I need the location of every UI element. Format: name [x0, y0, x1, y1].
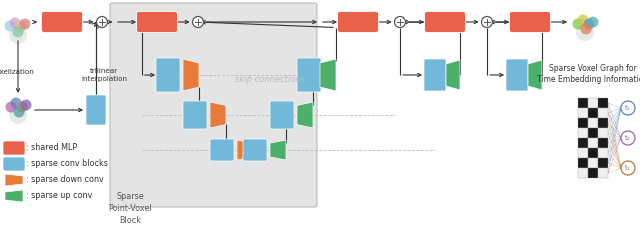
Polygon shape	[528, 60, 542, 90]
Circle shape	[15, 20, 26, 32]
Bar	[598, 138, 608, 148]
FancyBboxPatch shape	[3, 157, 25, 171]
Circle shape	[481, 17, 493, 27]
Circle shape	[10, 98, 22, 109]
Circle shape	[193, 17, 204, 27]
FancyBboxPatch shape	[424, 12, 465, 32]
FancyBboxPatch shape	[337, 12, 378, 32]
Text: : shared MLP: : shared MLP	[26, 143, 77, 153]
Polygon shape	[297, 102, 313, 128]
Bar	[598, 98, 608, 108]
Bar	[598, 128, 608, 138]
Text: trilinear
interpolation: trilinear interpolation	[81, 68, 127, 81]
FancyBboxPatch shape	[509, 12, 550, 32]
Bar	[588, 158, 598, 168]
Bar	[578, 98, 588, 108]
Circle shape	[588, 17, 598, 27]
Polygon shape	[183, 59, 199, 91]
Bar	[598, 118, 608, 128]
FancyBboxPatch shape	[270, 101, 294, 129]
Bar	[578, 158, 588, 168]
Circle shape	[584, 18, 595, 30]
Text: : sparse down conv: : sparse down conv	[26, 175, 104, 185]
Circle shape	[10, 17, 20, 29]
Polygon shape	[5, 174, 23, 186]
FancyBboxPatch shape	[506, 59, 528, 91]
Bar	[598, 158, 608, 168]
Circle shape	[9, 106, 27, 124]
Bar	[578, 118, 588, 128]
Text: : sparse up conv: : sparse up conv	[26, 192, 92, 200]
FancyBboxPatch shape	[183, 101, 207, 129]
Circle shape	[621, 131, 635, 145]
FancyBboxPatch shape	[297, 58, 321, 92]
Bar	[598, 108, 608, 118]
FancyBboxPatch shape	[110, 3, 317, 207]
Circle shape	[573, 18, 584, 30]
Circle shape	[13, 106, 24, 118]
Bar	[578, 108, 588, 118]
Polygon shape	[320, 59, 336, 91]
Text: : sparse conv blocks: : sparse conv blocks	[26, 160, 108, 168]
Bar	[578, 128, 588, 138]
FancyBboxPatch shape	[210, 139, 234, 161]
Circle shape	[6, 101, 17, 113]
Circle shape	[4, 20, 15, 32]
Bar	[588, 108, 598, 118]
Circle shape	[13, 27, 24, 37]
FancyBboxPatch shape	[424, 59, 446, 91]
FancyBboxPatch shape	[42, 12, 83, 32]
Bar	[578, 148, 588, 158]
Bar	[578, 138, 588, 148]
Circle shape	[19, 18, 31, 30]
Circle shape	[580, 24, 591, 35]
Polygon shape	[446, 60, 460, 90]
Polygon shape	[5, 190, 23, 202]
Polygon shape	[270, 140, 286, 160]
Text: Sparse
Point-Voxel
Block: Sparse Point-Voxel Block	[108, 192, 152, 225]
Circle shape	[9, 26, 27, 44]
Bar	[588, 118, 598, 128]
Circle shape	[97, 17, 108, 27]
FancyBboxPatch shape	[86, 95, 106, 125]
Text: t₁: t₁	[625, 105, 631, 111]
Polygon shape	[210, 102, 226, 128]
FancyBboxPatch shape	[156, 58, 180, 92]
Text: voxelization: voxelization	[0, 69, 35, 75]
Bar	[598, 168, 608, 178]
Text: Sparse Voxel Graph for
Time Embedding Information: Sparse Voxel Graph for Time Embedding In…	[538, 64, 640, 84]
Bar	[588, 148, 598, 158]
Circle shape	[20, 99, 31, 111]
Bar	[588, 128, 598, 138]
Circle shape	[576, 23, 594, 41]
Text: t₃: t₃	[625, 165, 631, 171]
Circle shape	[621, 161, 635, 175]
Circle shape	[394, 17, 406, 27]
FancyBboxPatch shape	[136, 12, 177, 32]
Polygon shape	[237, 140, 253, 160]
Circle shape	[577, 15, 589, 25]
Circle shape	[17, 101, 28, 113]
Circle shape	[621, 101, 635, 115]
Bar	[588, 138, 598, 148]
Bar	[578, 168, 588, 178]
Text: t₂: t₂	[625, 135, 631, 141]
Bar	[598, 148, 608, 158]
Bar	[588, 98, 598, 108]
FancyBboxPatch shape	[3, 141, 25, 155]
Bar	[588, 168, 598, 178]
Text: skip connections: skip connections	[235, 74, 305, 84]
FancyBboxPatch shape	[243, 139, 267, 161]
